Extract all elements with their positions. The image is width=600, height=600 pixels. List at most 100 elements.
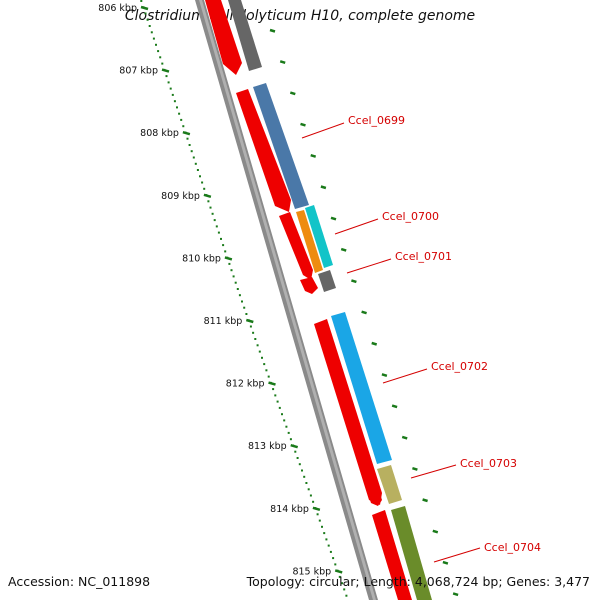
minor-tick <box>234 281 237 284</box>
minor-tick <box>332 557 335 560</box>
minor-tick <box>281 413 283 416</box>
minor-tick <box>209 206 212 209</box>
gene-ccel-0704 <box>391 506 432 600</box>
minor-tick <box>211 212 214 215</box>
minor-tick <box>305 482 308 484</box>
minor-tick <box>161 62 164 65</box>
minor-tick <box>196 169 199 171</box>
minor-tick <box>159 56 162 59</box>
minor-tick <box>217 231 220 234</box>
minor-tick <box>173 100 176 103</box>
cds-feature-g <box>372 510 412 600</box>
gene-track <box>228 0 432 600</box>
major-tick <box>203 193 212 199</box>
minor-tick <box>258 350 261 353</box>
minor-tick <box>327 544 330 547</box>
gene-label-ccel-0702: Ccel_0702 <box>431 360 488 373</box>
gene-labels: Ccel_0699 Ccel_0700 Ccel_0701 Ccel_0702 … <box>301 114 541 563</box>
minor-tick <box>171 93 174 96</box>
outer-track-tick <box>330 216 337 221</box>
outer-track-tick <box>361 310 367 315</box>
gene-label-ccel-0704: Ccel_0704 <box>484 541 541 554</box>
minor-tick <box>321 525 323 528</box>
minor-tick <box>265 369 268 372</box>
scale-tick-label: 806 kbp <box>98 3 137 14</box>
cds-feature-d <box>300 277 318 294</box>
cds-feature-a <box>205 0 242 75</box>
minor-tick <box>155 43 157 46</box>
gene-label-ccel-0701: Ccel_0701 <box>395 250 452 263</box>
minor-tick <box>263 363 266 366</box>
minor-tick <box>243 306 246 309</box>
outer-track-tick <box>452 592 459 597</box>
minor-tick <box>194 162 197 165</box>
minor-tick <box>148 25 151 27</box>
minor-tick <box>144 12 147 15</box>
minor-tick <box>318 519 321 522</box>
minor-tick <box>334 563 337 566</box>
major-tick <box>268 381 276 386</box>
minor-tick <box>289 438 292 441</box>
cds-feature-f <box>362 471 382 506</box>
minor-tick <box>169 87 172 90</box>
minor-tick <box>309 494 312 497</box>
major-tick <box>140 5 149 11</box>
gene-ccel-0701 <box>318 270 336 292</box>
minor-tick <box>241 300 243 303</box>
minor-tick <box>203 187 206 190</box>
gene-ccel-0702 <box>331 312 392 464</box>
minor-tick <box>256 344 259 347</box>
major-tick <box>290 443 299 449</box>
scale-tick-label: 814 kbp <box>270 504 309 515</box>
minor-tick <box>199 175 201 178</box>
minor-tick <box>186 137 189 140</box>
minor-tick <box>307 488 310 491</box>
cds-track <box>205 0 412 600</box>
scale-tick-label: 813 kbp <box>248 441 287 452</box>
minor-tick <box>180 118 183 121</box>
minor-tick <box>312 500 315 503</box>
scale-ruler: 806 kbp 807 kbp 808 kbp 809 kbp 810 kbp 811 k… <box>98 0 459 597</box>
minor-tick <box>323 532 326 535</box>
minor-tick <box>316 513 319 516</box>
minor-tick <box>232 275 235 278</box>
outer-track-tick <box>432 529 439 534</box>
gene-label-ccel-0700: Ccel_0700 <box>382 210 439 223</box>
major-tick <box>161 68 170 73</box>
outer-track-tick <box>300 122 306 127</box>
minor-tick <box>230 269 233 272</box>
minor-tick <box>192 156 195 159</box>
minor-tick <box>329 550 332 553</box>
minor-tick <box>182 125 185 128</box>
genome-stats-text: Topology: circular; Length: 4,068,724 bp… <box>246 574 590 589</box>
minor-tick <box>213 219 216 222</box>
minor-tick <box>301 469 303 472</box>
scale-tick-label: 811 kbp <box>204 316 243 327</box>
minor-tick <box>294 450 297 453</box>
outer-track-tick <box>279 60 286 64</box>
gene-label-ccel-0699: Ccel_0699 <box>348 114 405 127</box>
minor-tick <box>325 538 328 541</box>
minor-tick <box>274 394 277 397</box>
minor-tick <box>190 150 193 153</box>
outer-track-tick <box>371 341 378 346</box>
backbone <box>195 0 378 600</box>
outer-track-tick <box>340 247 347 252</box>
scale-tick-label: 810 kbp <box>182 253 221 264</box>
minor-tick <box>272 388 275 391</box>
minor-tick <box>152 37 155 40</box>
major-tick <box>224 256 233 261</box>
minor-tick <box>267 375 270 378</box>
outer-track-tick <box>310 154 317 158</box>
scale-tick-label: 815 kbp <box>292 566 331 577</box>
minor-tick <box>245 313 248 315</box>
gene-feature-top-gray <box>228 0 262 71</box>
gene-ccel-0700b <box>305 205 333 268</box>
minor-tick <box>201 181 204 184</box>
cds-feature-e <box>314 319 382 505</box>
cds-feature-c <box>279 212 313 280</box>
major-tick <box>312 506 321 512</box>
minor-tick <box>140 0 143 2</box>
outer-track-tick <box>320 185 327 190</box>
